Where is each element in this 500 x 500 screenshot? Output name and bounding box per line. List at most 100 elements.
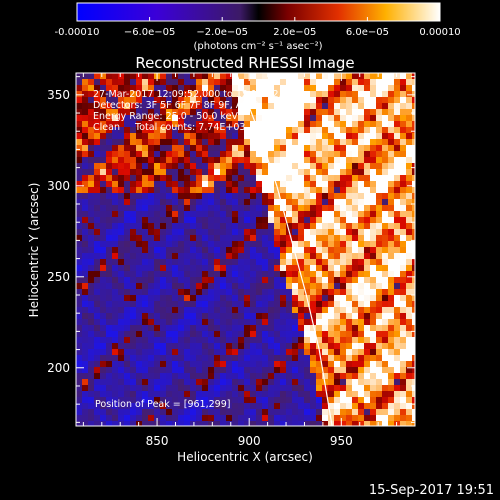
heatmap-pixel [202, 97, 209, 104]
heatmap-pixel [118, 217, 125, 224]
heatmap-pixel [214, 265, 221, 272]
heatmap-pixel [358, 121, 365, 128]
heatmap-pixel [304, 313, 311, 320]
heatmap-pixel [322, 367, 329, 374]
heatmap-pixel [148, 265, 155, 272]
heatmap-pixel [148, 331, 155, 338]
heatmap-pixel [100, 295, 107, 302]
heatmap-pixel [382, 91, 389, 98]
heatmap-pixel [100, 175, 107, 182]
heatmap-pixel [358, 211, 365, 218]
heatmap-pixel [184, 337, 191, 344]
heatmap-pixel [316, 337, 323, 344]
heatmap-pixel [112, 103, 119, 110]
heatmap-pixel [406, 145, 413, 152]
heatmap-pixel [400, 151, 407, 158]
heatmap-pixel [118, 355, 125, 362]
heatmap-pixel [322, 253, 329, 260]
heatmap-pixel [178, 79, 185, 86]
heatmap-pixel [286, 403, 293, 410]
heatmap-pixel [196, 397, 203, 404]
heatmap-pixel [340, 247, 347, 254]
heatmap-pixel [196, 133, 203, 140]
heatmap-pixel [412, 145, 415, 152]
heatmap-pixel [334, 289, 341, 296]
heatmap-pixel [388, 331, 395, 338]
heatmap-pixel [136, 133, 143, 140]
heatmap-pixel [214, 283, 221, 290]
heatmap-pixel [118, 187, 125, 194]
heatmap-pixel [268, 73, 275, 80]
heatmap-pixel [274, 361, 281, 368]
heatmap-pixel [94, 283, 101, 290]
heatmap-pixel [328, 403, 335, 410]
heatmap-pixel [334, 97, 341, 104]
heatmap-pixel [190, 343, 197, 350]
heatmap-pixel [250, 145, 257, 152]
heatmap-pixel [400, 265, 407, 272]
heatmap-pixel [340, 187, 347, 194]
heatmap-pixel [106, 367, 113, 374]
heatmap-pixel [334, 349, 341, 356]
heatmap-pixel [298, 415, 305, 422]
heatmap-pixel [112, 205, 119, 212]
heatmap-pixel [364, 247, 371, 254]
heatmap-pixel [328, 133, 335, 140]
heatmap-pixel [364, 307, 371, 314]
heatmap-pixel [184, 379, 191, 386]
heatmap-pixel [154, 325, 161, 332]
heatmap-pixel [298, 145, 305, 152]
heatmap-pixel [286, 385, 293, 392]
heatmap-pixel [82, 373, 89, 380]
heatmap-pixel [346, 187, 353, 194]
heatmap-pixel [88, 349, 95, 356]
heatmap-pixel [370, 169, 377, 176]
heatmap-pixel [232, 241, 239, 248]
heatmap-pixel [280, 349, 287, 356]
heatmap-pixel [268, 127, 275, 134]
heatmap-pixel [250, 301, 257, 308]
heatmap-pixel [238, 85, 245, 92]
heatmap-pixel [382, 145, 389, 152]
heatmap-pixel [154, 163, 161, 170]
heatmap-pixel [142, 355, 149, 362]
heatmap-pixel [292, 241, 299, 248]
heatmap-pixel [250, 181, 257, 188]
heatmap-pixel [166, 253, 173, 260]
heatmap-pixel [148, 307, 155, 314]
heatmap-pixel [202, 325, 209, 332]
heatmap-pixel [220, 73, 227, 80]
heatmap-pixel [244, 151, 251, 158]
heatmap-pixel [214, 319, 221, 326]
heatmap-pixel [184, 145, 191, 152]
heatmap-pixel [298, 229, 305, 236]
heatmap-pixel [202, 313, 209, 320]
heatmap-pixel [136, 163, 143, 170]
heatmap-pixel [238, 79, 245, 86]
heatmap-pixel [148, 109, 155, 116]
heatmap-pixel [148, 85, 155, 92]
heatmap-pixel [412, 301, 415, 308]
colorbar-ticks [76, 2, 441, 22]
heatmap-pixel [238, 355, 245, 362]
heatmap-pixel [400, 337, 407, 344]
heatmap-pixel [358, 349, 365, 356]
heatmap-pixel [148, 295, 155, 302]
heatmap-pixel [76, 385, 83, 392]
heatmap-pixel [364, 187, 371, 194]
heatmap-pixel [232, 421, 239, 426]
heatmap-pixel [370, 361, 377, 368]
heatmap-pixel [298, 127, 305, 134]
heatmap-pixel [340, 85, 347, 92]
heatmap-pixel [208, 97, 215, 104]
heatmap-pixel [160, 283, 167, 290]
heatmap-pixel [244, 115, 251, 122]
heatmap-pixel [112, 211, 119, 218]
heatmap-pixel [316, 283, 323, 290]
heatmap-pixel [232, 397, 239, 404]
heatmap-pixel [94, 229, 101, 236]
heatmap-pixel [100, 85, 107, 92]
heatmap-pixel [388, 229, 395, 236]
heatmap-pixel [124, 211, 131, 218]
heatmap-pixel [346, 115, 353, 122]
